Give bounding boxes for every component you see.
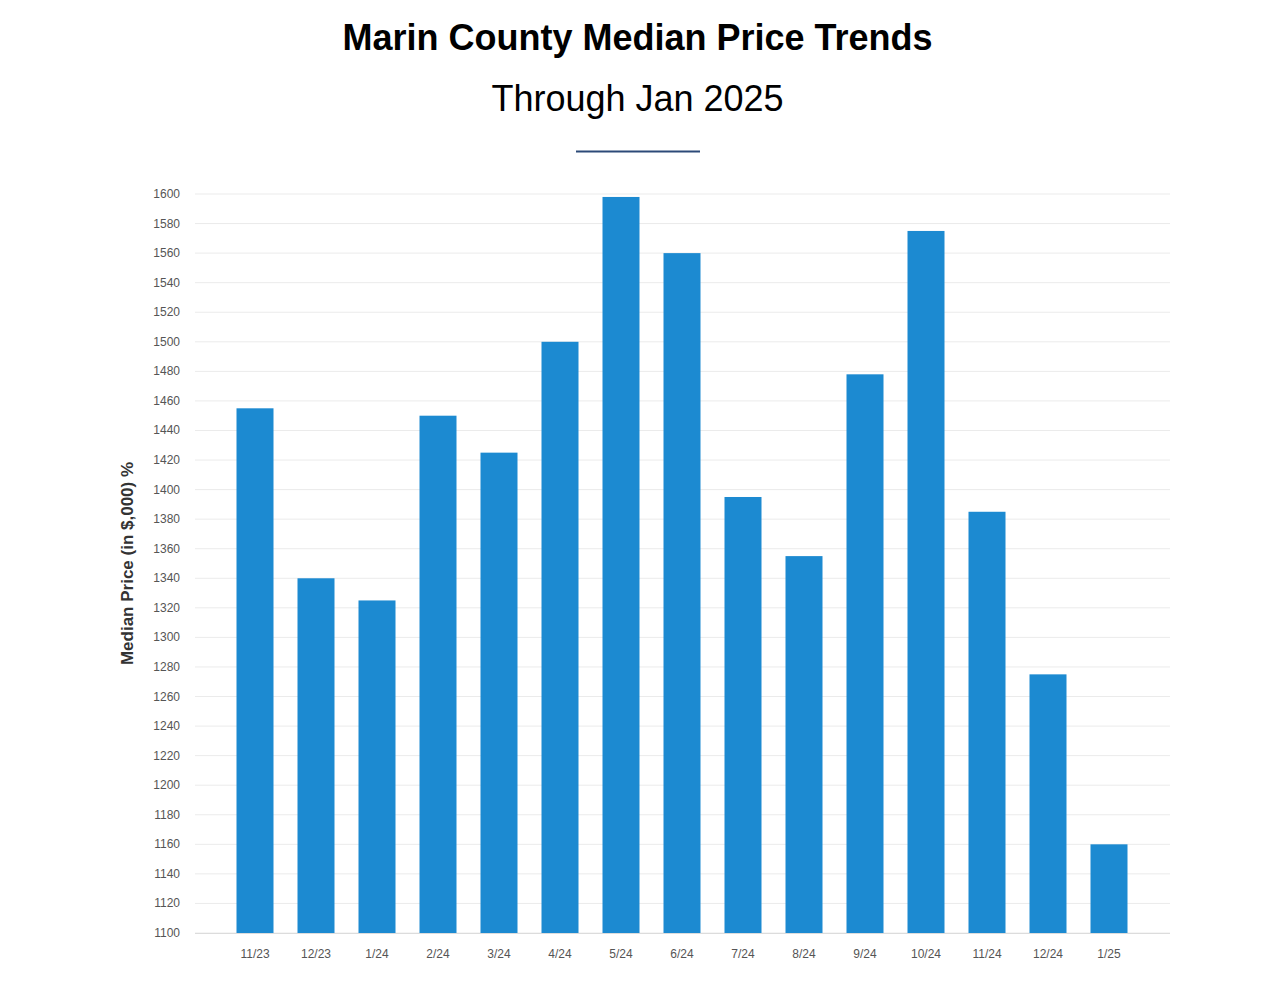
bar [847, 374, 884, 933]
y-tick-label: 1360 [153, 542, 180, 556]
bar [237, 408, 274, 933]
x-tick-label: 9/24 [853, 947, 877, 961]
x-tick-label: 6/24 [670, 947, 694, 961]
x-tick-label: 12/24 [1033, 947, 1063, 961]
grid-line [195, 194, 1170, 195]
y-tick-label: 1320 [153, 601, 180, 615]
x-tick-label: 1/25 [1097, 947, 1121, 961]
subtitle: Through Jan 2025 [491, 78, 783, 119]
x-tick-label: 11/23 [240, 947, 269, 961]
bar [481, 453, 518, 933]
y-tick-label: 1460 [153, 394, 180, 408]
bar [420, 416, 457, 933]
y-tick-label: 1500 [153, 335, 180, 349]
bar [603, 197, 640, 933]
grid [195, 194, 1170, 933]
y-tick-label: 1140 [154, 867, 180, 881]
chart-container: Marin County Median Price Trends Through … [0, 0, 1275, 1000]
x-tick-label: 2/24 [426, 947, 450, 961]
y-tick-label: 1400 [153, 483, 180, 497]
bar [1091, 844, 1128, 933]
y-tick-label: 1180 [154, 808, 180, 822]
x-tick-label: 12/23 [301, 947, 331, 961]
y-tick-label: 1240 [153, 719, 180, 733]
x-tick-label: 8/24 [792, 947, 816, 961]
y-tick-label: 1580 [153, 217, 180, 231]
bar [359, 600, 396, 933]
bar [969, 512, 1006, 933]
y-tick-label: 1300 [153, 630, 180, 644]
y-tick-label: 1600 [153, 187, 180, 201]
x-tick-label: 3/24 [487, 947, 511, 961]
title-rule [576, 151, 700, 153]
y-tick-label: 1220 [153, 749, 180, 763]
y-tick-label: 1540 [153, 276, 180, 290]
y-tick-label: 1200 [153, 778, 180, 792]
title: Marin County Median Price Trends [342, 17, 932, 58]
x-tick-label: 11/24 [972, 947, 1001, 961]
x-axis-line [195, 933, 1170, 934]
y-tick-label: 1340 [153, 571, 180, 585]
bar [1030, 674, 1067, 933]
y-tick-label: 1560 [153, 246, 180, 260]
bar [908, 231, 945, 933]
y-tick-label: 1420 [153, 453, 180, 467]
y-tick-label: 1480 [153, 364, 180, 378]
x-tick-label: 5/24 [609, 947, 633, 961]
grid-line [195, 223, 1170, 224]
bar [298, 578, 335, 933]
chart-svg: Marin County Median Price Trends Through … [0, 0, 1275, 1000]
bar [725, 497, 762, 933]
bar [542, 342, 579, 933]
x-tick-label: 10/24 [911, 947, 941, 961]
y-tick-label: 1280 [153, 660, 180, 674]
bars [237, 197, 1128, 933]
bar [664, 253, 701, 933]
y-tick-label: 1120 [154, 896, 180, 910]
y-tick-label: 1380 [153, 512, 180, 526]
x-tick-label: 4/24 [548, 947, 572, 961]
y-tick-label: 1260 [153, 690, 180, 704]
y-tick-label: 1100 [154, 926, 180, 940]
bar [786, 556, 823, 933]
x-tick-label: 1/24 [365, 947, 389, 961]
y-axis-label: Median Price (in $,000) % [118, 462, 137, 665]
y-tick-label: 1520 [153, 305, 180, 319]
x-tick-label: 7/24 [731, 947, 755, 961]
y-tick-label: 1440 [153, 423, 180, 437]
y-tick-label: 1160 [154, 837, 180, 851]
